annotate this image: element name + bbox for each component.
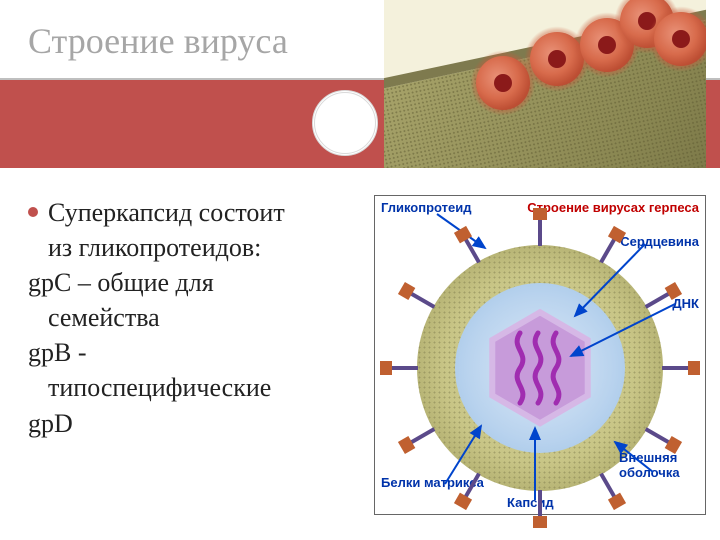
body-text: Суперкапсид состоит из гликопротеидов: g… [28,195,368,441]
virion-icon [476,56,530,110]
bullet-text: Суперкапсид состоит [48,195,285,230]
bullet-text: gpC – общие для [28,265,368,300]
bullet-text: gpD [28,406,368,441]
slide: Строение вируса Суперкапсид состоит из г… [0,0,720,540]
bullet-text: gpB - [28,335,368,370]
bullet-text: из гликопротеидов: [28,230,368,265]
virus-structure-diagram: Строение вирусах герпеса Гликопротеид Се… [374,195,706,515]
page-title: Строение вируса [28,20,288,62]
virion-icon [654,12,706,66]
electron-micrograph [384,0,706,168]
bullet-text: типоспецифические [28,370,368,405]
bullet-icon [28,207,38,217]
circle-decoration-icon [312,90,378,156]
dna-icon [505,328,575,408]
bullet-text: семейства [28,300,368,335]
